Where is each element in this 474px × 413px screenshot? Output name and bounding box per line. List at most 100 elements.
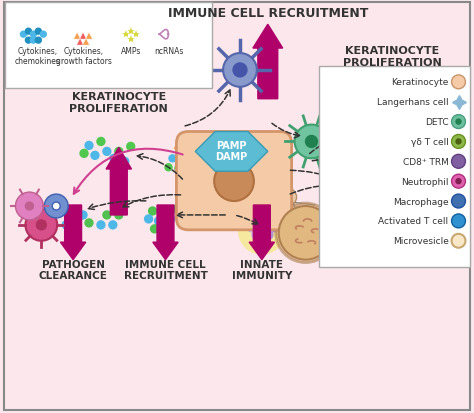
Circle shape (97, 221, 105, 229)
Text: Neutrophil: Neutrophil (401, 177, 448, 186)
Circle shape (339, 188, 347, 196)
Text: DETC: DETC (425, 118, 448, 127)
Polygon shape (80, 33, 87, 40)
Circle shape (223, 54, 257, 88)
Circle shape (351, 182, 359, 190)
Circle shape (166, 216, 174, 223)
FancyArrow shape (361, 72, 387, 136)
Circle shape (121, 158, 129, 166)
Circle shape (276, 204, 335, 263)
Circle shape (333, 178, 341, 186)
Circle shape (115, 211, 123, 219)
Polygon shape (188, 149, 195, 156)
Circle shape (85, 219, 93, 227)
Circle shape (110, 155, 118, 163)
Circle shape (279, 206, 332, 260)
Circle shape (79, 211, 87, 219)
Polygon shape (185, 143, 192, 150)
Polygon shape (73, 33, 81, 40)
Circle shape (452, 195, 465, 209)
Circle shape (269, 222, 279, 232)
Circle shape (145, 216, 153, 223)
Polygon shape (82, 39, 90, 46)
Polygon shape (179, 143, 186, 150)
Circle shape (115, 148, 123, 156)
Circle shape (36, 221, 46, 230)
Circle shape (62, 221, 70, 229)
Text: KERATINOCYTE
PROLIFERATION: KERATINOCYTE PROLIFERATION (69, 92, 168, 113)
Circle shape (20, 32, 27, 38)
Circle shape (44, 195, 68, 218)
Circle shape (386, 117, 396, 127)
Circle shape (161, 207, 168, 216)
Circle shape (351, 192, 359, 199)
Circle shape (169, 155, 176, 162)
Circle shape (456, 120, 461, 125)
Text: Langerhans cell: Langerhans cell (377, 98, 448, 107)
Text: IMMUNE CELL
RECRUITMENT: IMMUNE CELL RECRUITMENT (124, 259, 208, 281)
Text: IMMUNE CELL RECRUITMENT: IMMUNE CELL RECRUITMENT (168, 7, 368, 20)
Polygon shape (195, 132, 268, 172)
Text: Keratinocyte: Keratinocyte (391, 78, 448, 87)
Circle shape (394, 163, 420, 189)
Circle shape (127, 143, 135, 151)
Circle shape (263, 230, 273, 240)
Circle shape (456, 179, 461, 184)
Circle shape (103, 211, 111, 219)
Text: Microvesicle: Microvesicle (392, 237, 448, 246)
Circle shape (452, 155, 465, 169)
Circle shape (26, 29, 31, 35)
Circle shape (452, 175, 465, 189)
Circle shape (151, 225, 158, 233)
Circle shape (73, 221, 81, 229)
Circle shape (85, 142, 93, 150)
Polygon shape (173, 143, 180, 150)
Circle shape (175, 165, 182, 172)
Text: ncRNAs: ncRNAs (154, 47, 183, 56)
Circle shape (233, 64, 247, 78)
Text: KERATINOCYTE
PROLIFERATION: KERATINOCYTE PROLIFERATION (343, 46, 441, 68)
Text: Cytokines,
chemokines: Cytokines, chemokines (14, 47, 60, 66)
Circle shape (247, 222, 257, 232)
Circle shape (328, 186, 337, 194)
Circle shape (97, 138, 105, 146)
FancyArrow shape (61, 206, 86, 260)
Circle shape (80, 150, 88, 158)
Circle shape (238, 207, 286, 255)
Circle shape (180, 152, 187, 159)
Text: γδ T cell: γδ T cell (410, 138, 448, 147)
Circle shape (306, 136, 318, 148)
Circle shape (257, 221, 267, 230)
Circle shape (148, 207, 156, 216)
Circle shape (165, 164, 172, 171)
Circle shape (16, 192, 43, 221)
Polygon shape (77, 39, 83, 46)
Circle shape (456, 140, 461, 145)
Text: CD8⁺ TRM: CD8⁺ TRM (403, 157, 448, 166)
FancyBboxPatch shape (4, 3, 470, 410)
Circle shape (52, 202, 60, 211)
Circle shape (357, 180, 365, 188)
FancyArrow shape (253, 25, 283, 100)
Text: AMPs: AMPs (120, 47, 141, 56)
Circle shape (30, 32, 36, 38)
FancyArrow shape (153, 206, 178, 260)
FancyArrow shape (249, 206, 274, 260)
Circle shape (36, 38, 41, 44)
Text: INNATE
IMMUNITY: INNATE IMMUNITY (232, 259, 292, 281)
Circle shape (452, 76, 465, 90)
Circle shape (109, 221, 117, 229)
Circle shape (452, 115, 465, 129)
Polygon shape (85, 33, 92, 40)
Polygon shape (182, 149, 189, 156)
Circle shape (377, 108, 405, 136)
Text: Macrophage: Macrophage (393, 197, 448, 206)
Circle shape (452, 214, 465, 228)
Circle shape (103, 148, 111, 156)
Circle shape (36, 29, 41, 35)
Circle shape (26, 38, 31, 44)
Circle shape (40, 32, 46, 38)
Circle shape (161, 225, 168, 233)
Circle shape (26, 202, 33, 211)
Circle shape (91, 152, 99, 160)
